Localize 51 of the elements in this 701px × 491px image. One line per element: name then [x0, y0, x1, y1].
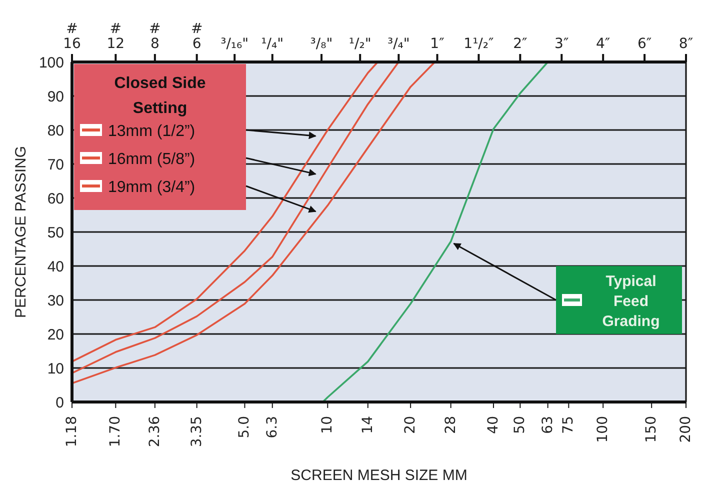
- legend-label: Typical Feed Grading: [602, 273, 660, 330]
- x-tick-label: 63: [540, 416, 556, 434]
- y-axis-title: PERCENTAGE PASSING: [12, 146, 30, 318]
- x-tick-label: 28: [442, 416, 459, 434]
- text: 1¹/₂″: [464, 36, 494, 52]
- text: 6″: [637, 36, 652, 52]
- x-tick-label: 3.35: [188, 416, 205, 448]
- x-tick-label: 150: [644, 416, 660, 443]
- y-tick-label: 30: [47, 292, 64, 310]
- x-tick-label: 50: [512, 416, 528, 434]
- y-tick-label: 60: [47, 190, 64, 208]
- y-tick-label: 70: [47, 156, 64, 174]
- text: ³/₄": [387, 36, 410, 52]
- x-tick-label: 20: [402, 416, 419, 434]
- x-tick-label: 200: [678, 416, 694, 443]
- y-tick-label: 50: [47, 224, 64, 242]
- legend-title: Closed Side Setting: [114, 75, 206, 117]
- y-tick-label: 20: [47, 326, 64, 344]
- y-tick-label: 80: [47, 122, 64, 140]
- y-tick-label: 90: [47, 88, 64, 106]
- y-tick-label: 100: [38, 54, 64, 72]
- legend-label: 13mm (1/2”): [108, 123, 196, 140]
- y-tick-label: 40: [47, 258, 64, 276]
- x-tick-label: 75: [560, 416, 577, 434]
- text: ¹/₂": [348, 36, 372, 52]
- y-tick-label: 10: [47, 360, 64, 378]
- x-axis-title: SCREEN MESH SIZE MM: [290, 467, 468, 484]
- x-tick-label: 100: [595, 416, 612, 443]
- text: 4″: [596, 36, 610, 52]
- text: 3″: [554, 36, 569, 52]
- x-tick-label: 14: [360, 416, 376, 434]
- annotation: # 16: [63, 21, 81, 52]
- annotation: 1″: [430, 36, 444, 52]
- x-tick-label: 1.18: [64, 416, 80, 448]
- text: 8″: [678, 36, 694, 52]
- annotation: 2″: [513, 36, 528, 52]
- x-tick-label: 1.70: [108, 416, 124, 448]
- x-tick-label: 2.36: [146, 416, 163, 448]
- legend-label: 16mm (5/8”): [108, 151, 196, 168]
- x-tick-label: 5.0: [236, 416, 253, 438]
- text: ³/₁₆": [220, 36, 249, 52]
- annotation: # 12: [106, 21, 125, 52]
- annotation: # 8: [149, 21, 161, 52]
- annotation: ³/₈": [310, 36, 333, 52]
- annotation: # 6: [190, 21, 203, 52]
- annotation: ¹/₄": [261, 36, 284, 52]
- y-tick-label: 0: [56, 394, 64, 412]
- x-tick-label: 6.3: [264, 416, 280, 438]
- legend-label: 19mm (3/4”): [108, 179, 196, 196]
- x-tick-label: 10: [320, 416, 336, 434]
- x-tick-label: 40: [485, 416, 502, 434]
